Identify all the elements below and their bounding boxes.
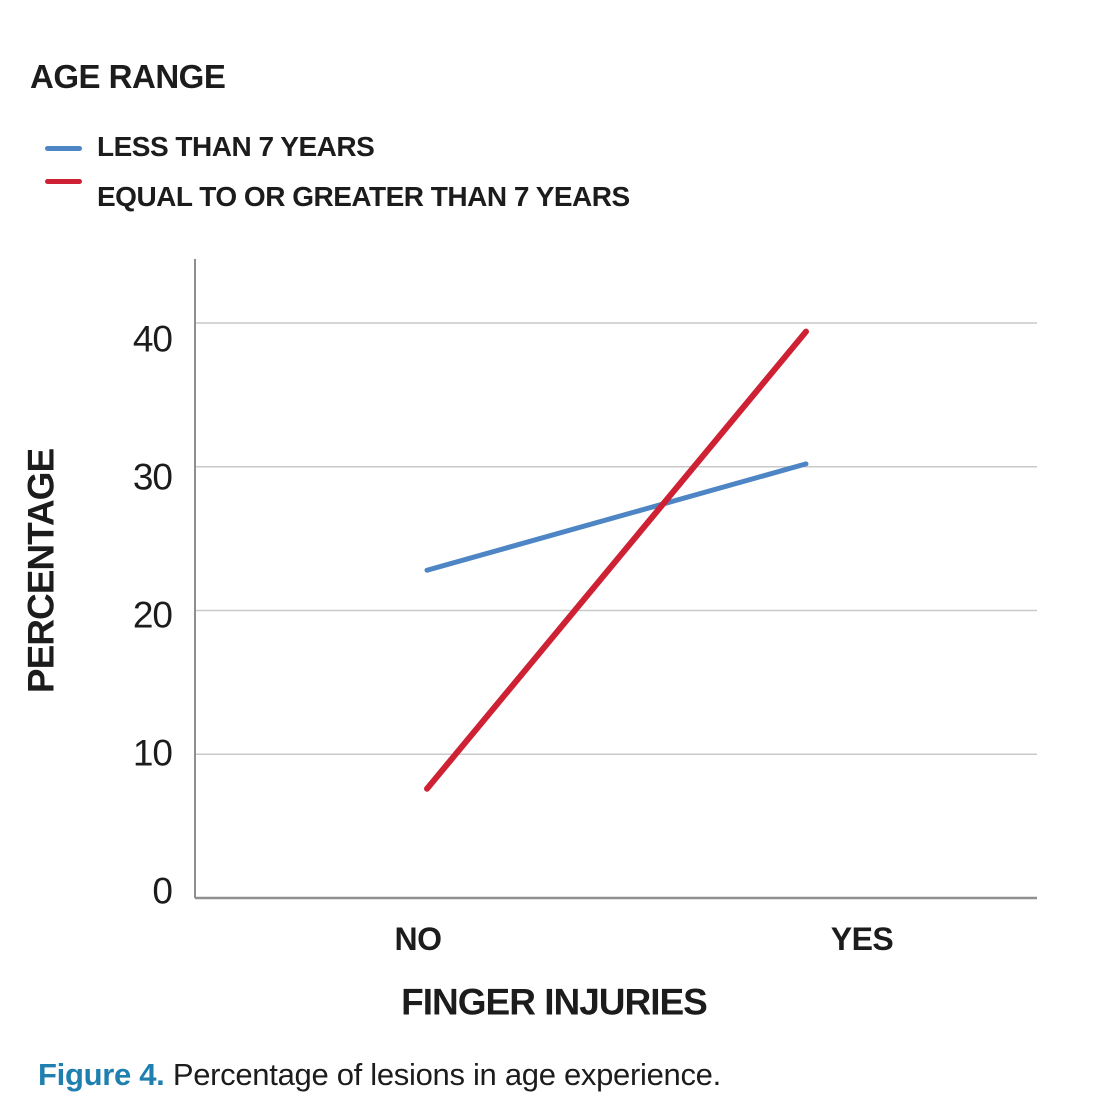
gridlines — [195, 322, 1037, 755]
figure-caption-text: Percentage of lesions in age experience. — [172, 1057, 721, 1092]
x-axis-title: FINGER INJURIES — [401, 982, 707, 1023]
legend-title: AGE RANGE — [30, 58, 226, 95]
series-line-blue — [424, 461, 809, 573]
x-category-label-no: NO — [395, 921, 442, 957]
figure-caption: Figure 4. Percentage of lesions in age e… — [38, 1057, 721, 1093]
legend-line-swatch-blue — [45, 146, 82, 151]
series-line-red — [424, 328, 809, 792]
y-tick-label: 40 — [133, 319, 173, 360]
x-category-label-yes: YES — [831, 921, 894, 957]
legend-item-label: LESS THAN 7 YEARS — [97, 131, 375, 162]
figure-caption-label: Figure 4. — [38, 1057, 165, 1092]
y-tick-label: 0 — [152, 871, 172, 912]
y-tick-label: 20 — [133, 595, 173, 636]
chart-series — [424, 328, 809, 792]
legend-item-label: EQUAL TO OR GREATER THAN 7 YEARS — [97, 181, 630, 212]
y-axis-title: PERCENTAGE — [21, 449, 62, 694]
y-axis-tick-labels: 0 10 20 30 40 — [133, 319, 174, 912]
y-tick-label: 30 — [133, 457, 173, 498]
y-tick-label: 10 — [133, 733, 173, 774]
legend-line-swatch-red — [45, 179, 82, 184]
